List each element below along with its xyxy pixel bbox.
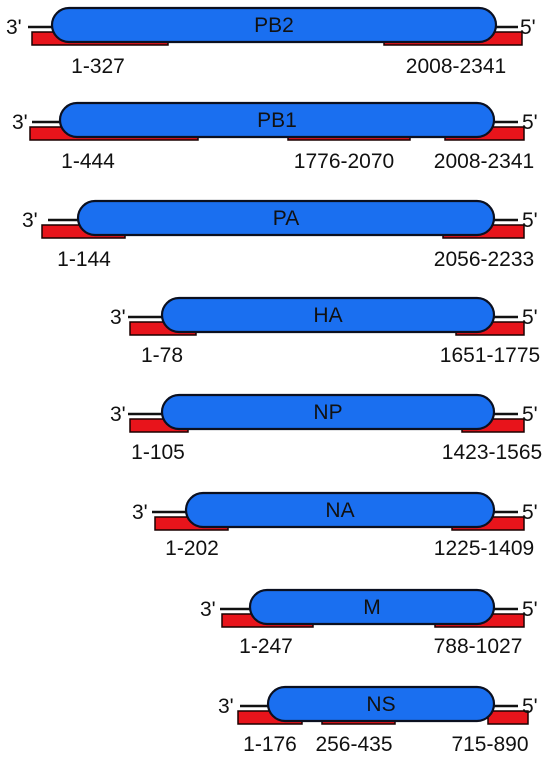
region-label: 1-78 bbox=[141, 344, 183, 367]
region-label: 788-1027 bbox=[434, 635, 523, 658]
three-prime-label: 3' bbox=[200, 598, 216, 621]
segment-name: M bbox=[363, 596, 381, 619]
segment-bar bbox=[76, 199, 496, 237]
three-prime-label: 3' bbox=[22, 209, 38, 232]
segment-bar bbox=[50, 6, 498, 44]
region-label: 1423-1565 bbox=[442, 441, 542, 464]
region-label: 2008-2341 bbox=[406, 55, 506, 78]
segment-bar bbox=[266, 685, 496, 723]
segment-np: NP 3' 5' 1-105 1423-1565 bbox=[110, 393, 542, 464]
segment-name: PB1 bbox=[257, 109, 297, 132]
segment-name: PB2 bbox=[254, 14, 294, 37]
segment-bar bbox=[160, 296, 496, 334]
segment-bar bbox=[58, 101, 496, 139]
segment-ha: HA 3' 5' 1-78 1651-1775 bbox=[110, 296, 540, 367]
region-label: 1-105 bbox=[131, 441, 185, 464]
three-prime-label: 3' bbox=[110, 403, 126, 426]
segment-name: HA bbox=[313, 304, 342, 327]
three-prime-label: 3' bbox=[132, 501, 148, 524]
five-prime-label: 5' bbox=[522, 403, 538, 426]
five-prime-label: 5' bbox=[520, 16, 536, 39]
region-label: 2008-2341 bbox=[434, 150, 534, 173]
three-prime-label: 3' bbox=[12, 111, 28, 134]
region-label: 2056-2233 bbox=[434, 248, 534, 271]
region-label: 1-202 bbox=[165, 537, 219, 560]
region-label: 1-444 bbox=[61, 150, 115, 173]
segment-na: NA 3' 5' 1-202 1225-1409 bbox=[132, 491, 538, 560]
segment-bar bbox=[160, 393, 496, 431]
segment-name: PA bbox=[273, 207, 299, 230]
region-label: 1651-1775 bbox=[440, 344, 540, 367]
five-prime-label: 5' bbox=[522, 209, 538, 232]
region-label: 1-176 bbox=[243, 733, 297, 756]
five-prime-label: 5' bbox=[522, 111, 538, 134]
region-label: 256-435 bbox=[315, 733, 392, 756]
segment-name: NA bbox=[325, 499, 354, 522]
segment-name: NS bbox=[366, 693, 395, 716]
five-prime-label: 5' bbox=[522, 695, 538, 718]
segment-pb1: PB1 3' 5' 1-444 1776-2070 2008-2341 bbox=[12, 101, 538, 173]
region-label: 1225-1409 bbox=[434, 537, 534, 560]
five-prime-label: 5' bbox=[522, 306, 538, 329]
segment-bar bbox=[248, 588, 496, 626]
region-label: 1-144 bbox=[57, 248, 111, 271]
segment-m: M 3' 5' 1-247 788-1027 bbox=[200, 588, 538, 658]
segment-ns: NS 3' 5' 1-176 256-435 715-890 bbox=[218, 685, 538, 756]
region-label: 715-890 bbox=[451, 733, 528, 756]
region-label: 1-247 bbox=[239, 635, 293, 658]
three-prime-label: 3' bbox=[6, 16, 22, 39]
segment-pb2: PB2 3' 5' 1-327 2008-2341 bbox=[6, 6, 536, 78]
segment-name: NP bbox=[313, 401, 342, 424]
three-prime-label: 3' bbox=[110, 306, 126, 329]
five-prime-label: 5' bbox=[522, 501, 538, 524]
segment-bar bbox=[184, 491, 496, 529]
region-label: 1-327 bbox=[71, 55, 125, 78]
segment-pa: PA 3' 5' 1-144 2056-2233 bbox=[22, 199, 538, 271]
five-prime-label: 5' bbox=[522, 598, 538, 621]
three-prime-label: 3' bbox=[218, 695, 234, 718]
region-label: 1776-2070 bbox=[294, 150, 394, 173]
